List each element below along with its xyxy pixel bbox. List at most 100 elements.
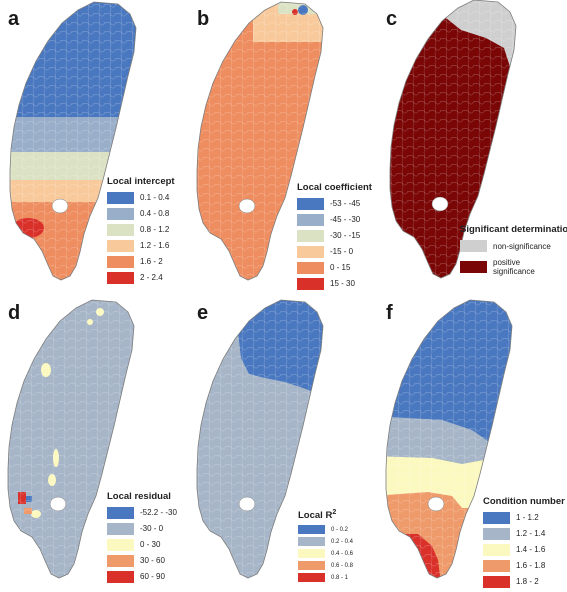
- legend-item: 0.8 - 1.2: [107, 223, 175, 236]
- legend-swatch: [460, 261, 487, 273]
- legend-label: non-significance: [493, 241, 551, 251]
- panel-c: c Significant determination non-signific…: [378, 0, 567, 296]
- panel-letter: e: [197, 302, 209, 324]
- legend-item: 30 - 60: [107, 554, 177, 567]
- legend-item: -52.2 - -30: [107, 506, 177, 519]
- legend-label: 0 - 30: [140, 540, 161, 549]
- legend-title: Local R2: [298, 509, 353, 521]
- legend-title-main: Local R: [298, 510, 333, 522]
- legend-significance: Significant determination non-significan…: [460, 224, 567, 281]
- legend-swatch: [107, 239, 134, 252]
- legend-label: 1 - 1.2: [516, 513, 539, 522]
- legend-label: -53 - -45: [330, 199, 361, 208]
- legend-title-sup: 2: [332, 509, 337, 516]
- legend-item: 0.4 - 0.6: [298, 549, 354, 559]
- legend-label: -15 - 0: [330, 247, 354, 256]
- legend-label: 0.4 - 0.8: [140, 209, 170, 218]
- panel-letter: f: [386, 302, 393, 324]
- legend-swatch: [107, 506, 134, 519]
- legend-swatch: [107, 271, 134, 284]
- legend-label: 60 - 90: [140, 572, 165, 581]
- legend-item: 0 - 30: [107, 538, 177, 551]
- legend-label: 0.6 - 0.8: [331, 562, 354, 569]
- panel-b: b Local coefficient -53 - -45 -45 - -30 -3…: [189, 0, 378, 296]
- legend-title: Condition number: [483, 496, 565, 507]
- legend-item: 1.6 - 1.8: [483, 559, 565, 572]
- legend-swatch: [297, 245, 324, 258]
- legend-label: -30 - -15: [330, 231, 361, 240]
- legend-item: 0.4 - 0.8: [107, 207, 175, 220]
- legend-swatch: [297, 197, 324, 210]
- legend-swatch: [298, 525, 325, 535]
- legend-item: 1 - 1.2: [483, 511, 565, 524]
- legend-item: positive significance: [460, 257, 567, 277]
- legend-swatch: [107, 570, 134, 583]
- legend-item: 0 - 15: [297, 261, 372, 274]
- legend-swatch: [483, 559, 510, 572]
- legend-swatch: [298, 573, 325, 583]
- legend-item: 0.6 - 0.8: [298, 561, 354, 571]
- legend-item: 1.4 - 1.6: [483, 543, 565, 556]
- legend-item: 2 - 2.4: [107, 271, 175, 284]
- legend-swatch: [297, 261, 324, 274]
- legend-swatch: [107, 191, 134, 204]
- legend-item: 60 - 90: [107, 570, 177, 583]
- legend-item: 1.2 - 1.4: [483, 527, 565, 540]
- legend-label: 1.2 - 1.4: [516, 529, 546, 538]
- legend-label: 0.4 - 0.6: [331, 550, 354, 557]
- legend-label: 2 - 2.4: [140, 273, 163, 282]
- panel-letter: a: [8, 8, 20, 30]
- panel-a: a Local intercept 0.1 - 0.4 0.4 - 0.8 0.8 …: [0, 0, 189, 296]
- legend-item: 15 - 30: [297, 277, 372, 290]
- legend-item: -45 - -30: [297, 213, 372, 226]
- legend-swatch: [107, 255, 134, 268]
- legend-swatch: [483, 527, 510, 540]
- legend-item: 1.6 - 2: [107, 255, 175, 268]
- legend-title: Local residual: [107, 491, 171, 502]
- panel-d: d Local residual -52.2 - -30 -30 - 0 0 - 3…: [0, 296, 189, 592]
- taiwan-map-local-r2: [196, 299, 324, 579]
- legend-label: -45 - -30: [330, 215, 361, 224]
- legend-item: -30 - -15: [297, 229, 372, 242]
- legend-local-intercept: Local intercept 0.1 - 0.4 0.4 - 0.8 0.8 - …: [107, 176, 175, 287]
- legend-title: Local coefficient: [297, 182, 372, 193]
- legend-swatch: [298, 549, 325, 559]
- panel-letter: b: [197, 8, 210, 30]
- legend-label: 1.6 - 1.8: [516, 561, 546, 570]
- legend-item: 0.1 - 0.4: [107, 191, 175, 204]
- legend-local-r2: Local R2 0 - 0.2 0.2 - 0.4 0.4 - 0.6 0.6 - …: [298, 509, 353, 585]
- legend-label: 1.2 - 1.6: [140, 241, 170, 250]
- legend-label: 0 - 15: [330, 263, 351, 272]
- legend-swatch: [297, 277, 324, 290]
- legend-item: 1.8 - 2: [483, 575, 565, 588]
- legend-label: -30 - 0: [140, 524, 164, 533]
- legend-item: -15 - 0: [297, 245, 372, 258]
- legend-label: 0.8 - 1.2: [140, 225, 170, 234]
- legend-label: 1.4 - 1.6: [516, 545, 546, 554]
- panel-letter: d: [8, 302, 21, 324]
- legend-label: 0.1 - 0.4: [140, 193, 170, 202]
- legend-local-residual: Local residual -52.2 - -30 -30 - 0 0 - 30 3…: [107, 491, 177, 586]
- legend-item: 0.8 - 1: [298, 573, 353, 583]
- legend-label: 0.2 - 0.4: [331, 538, 354, 545]
- legend-swatch: [483, 511, 510, 524]
- legend-label: 1.8 - 2: [516, 577, 539, 586]
- legend-swatch: [107, 522, 134, 535]
- legend-label: -52.2 - -30: [140, 508, 177, 517]
- legend-swatch: [298, 537, 325, 547]
- legend-item: -30 - 0: [107, 522, 177, 535]
- legend-item: 0.2 - 0.4: [298, 537, 354, 547]
- legend-label: 1.6 - 2: [140, 257, 163, 266]
- panel-letter: c: [386, 8, 398, 30]
- legend-item: 0 - 0.2: [298, 525, 353, 535]
- legend-condition-number: Condition number 1 - 1.2 1.2 - 1.4 1.4 - 1…: [483, 496, 565, 591]
- panel-e: e Local R2 0 - 0.2 0.2 - 0.4 0.4 - 0.6 0.6 …: [189, 296, 378, 592]
- legend-swatch: [483, 543, 510, 556]
- legend-label: 30 - 60: [140, 556, 165, 565]
- taiwan-map-significance: [389, 0, 517, 279]
- taiwan-map-condition-number: [385, 299, 513, 579]
- legend-item: -53 - -45: [297, 197, 372, 210]
- legend-swatch: [107, 207, 134, 220]
- legend-item: 1.2 - 1.6: [107, 239, 175, 252]
- legend-swatch: [297, 213, 324, 226]
